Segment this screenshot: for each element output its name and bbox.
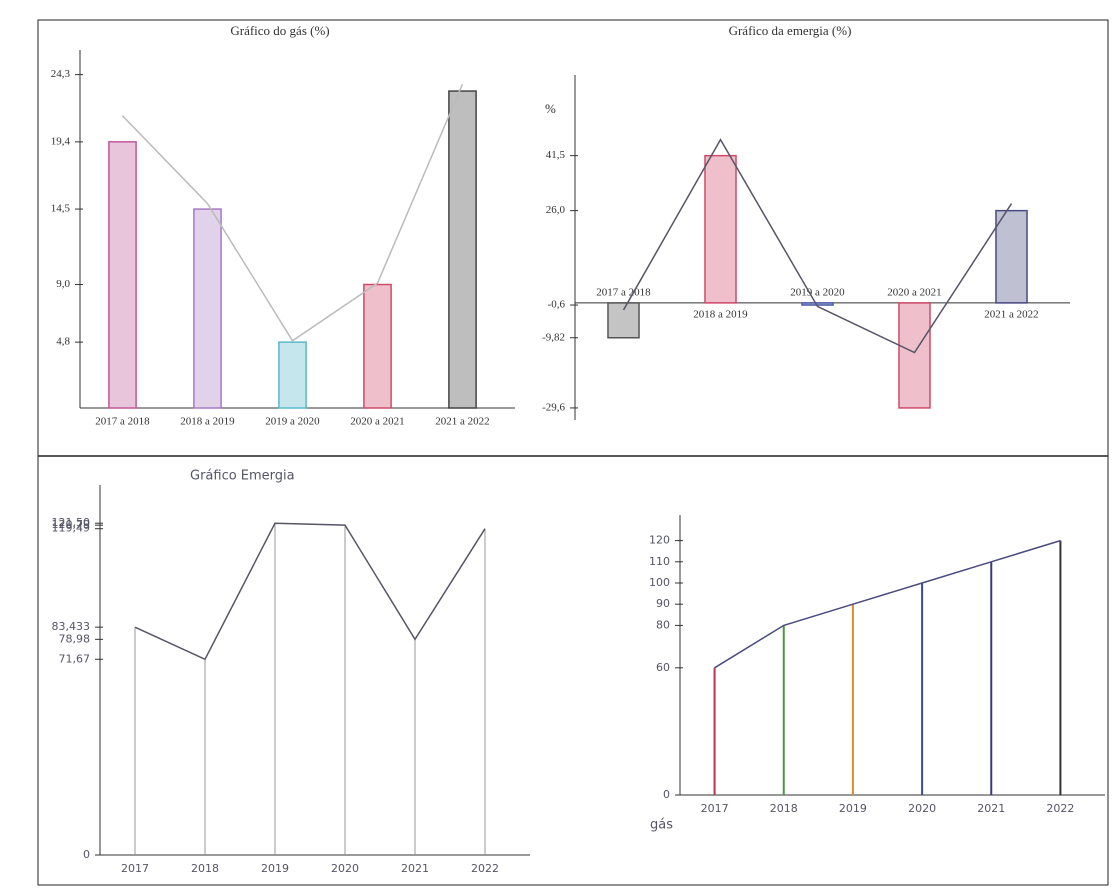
x-tick-label: 2021 a 2022 bbox=[984, 308, 1038, 320]
x-tick-label: 2018 bbox=[770, 802, 798, 815]
x-tick-label: 2022 bbox=[471, 862, 499, 875]
y-tick-label: -9,82 bbox=[542, 331, 565, 343]
bar bbox=[364, 285, 391, 408]
x-tick-label: 2021 a 2022 bbox=[435, 416, 489, 428]
y-tick-label: 110 bbox=[649, 555, 670, 568]
bar bbox=[109, 142, 136, 408]
y-tick-label: 41,5 bbox=[546, 149, 566, 161]
y-tick-label: 19,4 bbox=[51, 135, 71, 147]
x-tick-label: 2021 bbox=[401, 862, 429, 875]
bar bbox=[608, 303, 639, 338]
x-tick-label: 2019 a 2020 bbox=[790, 286, 845, 298]
x-tick-label: 2020 bbox=[331, 862, 359, 875]
trend-line bbox=[123, 84, 463, 341]
bar bbox=[449, 91, 476, 408]
y-tick-label: 120 bbox=[649, 534, 670, 547]
x-tick-label: 2020 bbox=[908, 802, 936, 815]
y-tick-label: -0,6 bbox=[548, 299, 566, 311]
y-tick-label: -29,6 bbox=[542, 401, 565, 413]
y-tick-label: 83,433 bbox=[52, 620, 91, 633]
y-tick-label: 24,3 bbox=[51, 68, 71, 80]
y-tick-label: 14,5 bbox=[51, 203, 71, 215]
y-tick-label: 121,50 bbox=[52, 516, 91, 529]
x-tick-label: 2017 bbox=[701, 802, 729, 815]
y-tick-label: 80 bbox=[656, 618, 670, 631]
x-tick-label: 2020 a 2021 bbox=[887, 286, 941, 298]
bar bbox=[996, 211, 1027, 303]
x-tick-label: 2018 bbox=[191, 862, 219, 875]
bar bbox=[705, 156, 736, 303]
x-tick-label: 2019 bbox=[839, 802, 867, 815]
y-tick-label: 0 bbox=[663, 788, 670, 801]
y-tick-label: 100 bbox=[649, 576, 670, 589]
y-tick-label: 78,98 bbox=[59, 632, 91, 645]
y-axis-label: % bbox=[545, 101, 556, 116]
chart-title: Gráfico do gás (%) bbox=[230, 23, 329, 38]
bar bbox=[899, 303, 930, 408]
x-tick-label: 2021 bbox=[977, 802, 1005, 815]
y-axis-label: gás bbox=[650, 818, 673, 833]
x-tick-label: 2022 bbox=[1046, 802, 1074, 815]
y-tick-label: 0 bbox=[83, 848, 90, 861]
x-tick-label: 2019 a 2020 bbox=[265, 416, 320, 428]
data-line bbox=[715, 541, 1061, 668]
y-tick-label: 9,0 bbox=[56, 278, 70, 290]
y-tick-label: 71,67 bbox=[59, 652, 91, 665]
x-tick-label: 2017 a 2018 bbox=[95, 416, 150, 428]
y-tick-label: 60 bbox=[656, 661, 670, 674]
bar bbox=[194, 209, 221, 408]
bar bbox=[802, 303, 833, 305]
data-line bbox=[135, 523, 485, 659]
y-tick-label: 4,8 bbox=[56, 336, 70, 348]
y-tick-label: 26,0 bbox=[546, 204, 566, 216]
x-tick-label: 2020 a 2021 bbox=[350, 416, 404, 428]
y-tick-label: 90 bbox=[656, 597, 670, 610]
x-tick-label: 2017 bbox=[121, 862, 149, 875]
x-tick-label: 2019 bbox=[261, 862, 289, 875]
figure-frame bbox=[38, 20, 1108, 885]
x-tick-label: 2018 a 2019 bbox=[180, 416, 235, 428]
chart-title: Gráfico Emergia bbox=[190, 469, 295, 484]
bar bbox=[279, 342, 306, 408]
figure: Gráfico do gás (%) 4,8 9,0 14,5 19,4 24,3 2017… bbox=[0, 0, 1113, 889]
trend-line bbox=[624, 140, 1012, 353]
x-tick-label: 2018 a 2019 bbox=[693, 308, 748, 320]
x-tick-label: 2017 a 2018 bbox=[596, 286, 651, 298]
chart-title: Gráfico da emergia (%) bbox=[729, 23, 852, 38]
